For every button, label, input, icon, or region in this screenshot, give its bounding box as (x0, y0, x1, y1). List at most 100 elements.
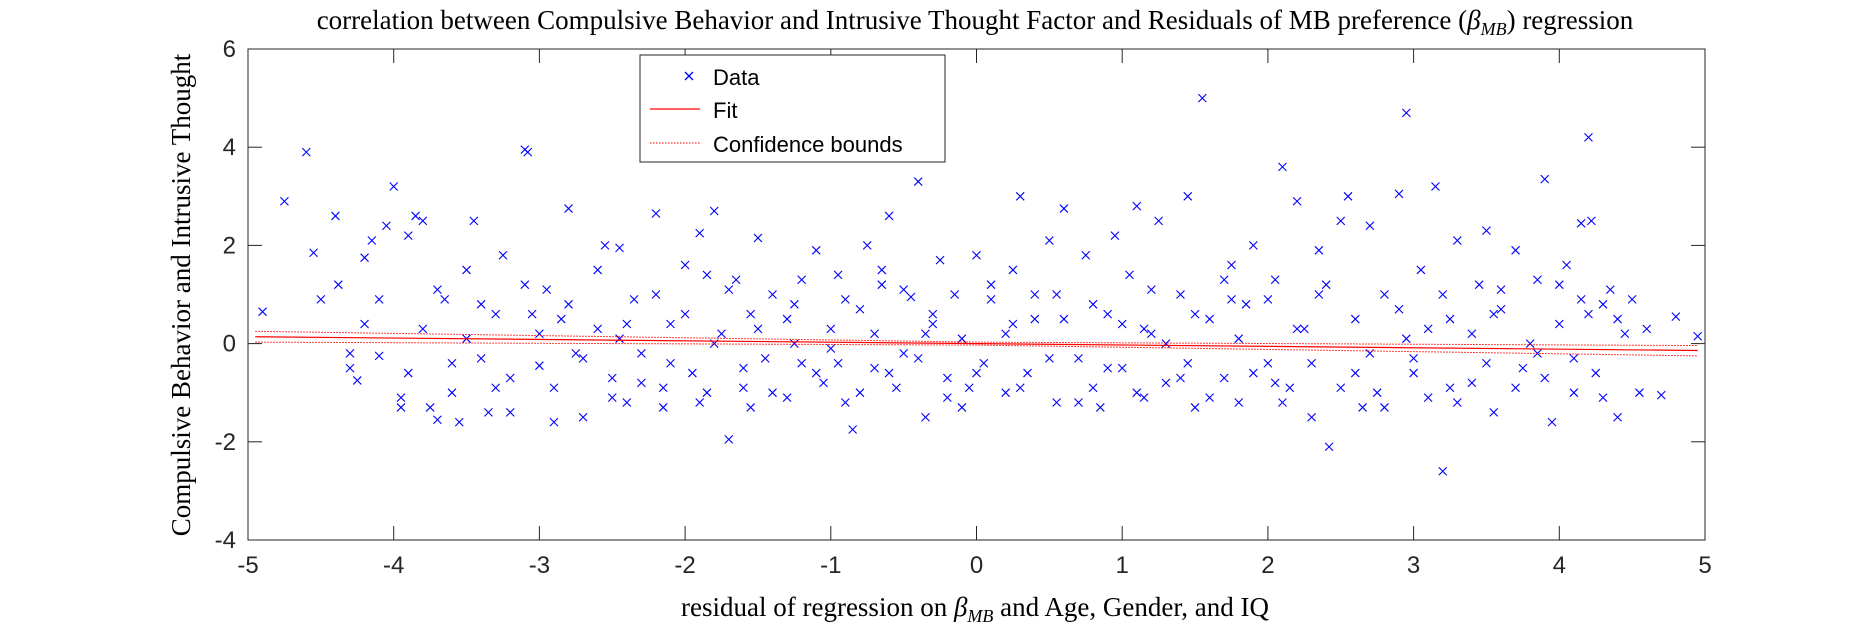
data-point (826, 344, 836, 353)
data-point (1336, 216, 1346, 226)
x-tick-label: 2 (1261, 552, 1274, 579)
data-point (447, 388, 457, 398)
data-point (1474, 280, 1484, 290)
data-point (724, 285, 734, 294)
data-point (789, 299, 799, 309)
data-point (1292, 196, 1302, 206)
data-point (1059, 204, 1069, 213)
data-point (637, 378, 646, 388)
data-point (1176, 373, 1185, 383)
data-point (1518, 363, 1528, 373)
data-point (935, 255, 945, 265)
data-point (345, 349, 355, 358)
data-point (1088, 383, 1098, 393)
data-point (1001, 329, 1011, 339)
data-point (571, 349, 581, 358)
x-tick-label: 3 (1407, 552, 1420, 579)
data-point (1445, 314, 1455, 324)
data-point (942, 373, 952, 383)
data-point (1263, 295, 1273, 304)
data-point (352, 376, 362, 385)
data-point (382, 221, 391, 231)
x-tick-label: -5 (237, 552, 258, 579)
data-point (1554, 280, 1564, 290)
chart-title-sub: MB (1480, 19, 1507, 39)
legend-label-data: Data (713, 65, 760, 90)
data-point (702, 270, 712, 280)
data-point (1489, 407, 1499, 417)
x-axis-label: residual of regression on βMB and Age, G… (681, 592, 1269, 625)
data-point (1584, 309, 1593, 319)
x-tick-label: 4 (1553, 552, 1566, 579)
data-point (760, 353, 770, 363)
data-point (928, 319, 938, 329)
data-point (1467, 378, 1477, 388)
data-point (891, 383, 901, 393)
data-point (454, 417, 464, 427)
data-point (913, 353, 923, 363)
data-point (753, 233, 763, 243)
legend: Data Fit Confidence bounds (639, 54, 946, 163)
data-point (1569, 353, 1579, 363)
data-point (1554, 319, 1564, 329)
data-point (280, 196, 289, 206)
data-point (425, 403, 435, 412)
data-point (1533, 275, 1542, 285)
data-point (1197, 93, 1207, 103)
data-point (403, 231, 413, 240)
data-point (433, 285, 442, 294)
data-point (1635, 388, 1644, 398)
data-point (680, 260, 690, 270)
data-point (1324, 442, 1334, 452)
confidence-bound-upper (255, 330, 1698, 347)
plot-marks (255, 93, 1703, 476)
data-point (1132, 201, 1142, 211)
legend-data-marker (684, 71, 694, 81)
data-point (1103, 309, 1113, 319)
data-point (797, 275, 807, 285)
data-point (309, 248, 318, 258)
data-point (862, 241, 872, 250)
data-point (1190, 309, 1200, 319)
data-point (462, 265, 471, 275)
data-point (717, 329, 726, 339)
x-tick-label: -3 (529, 552, 550, 579)
data-point (658, 383, 668, 393)
data-point (797, 358, 807, 368)
data-point (1234, 398, 1244, 407)
x-axis-label-main: residual of regression on (681, 592, 954, 622)
data-point (1095, 403, 1105, 412)
data-point (367, 236, 377, 245)
data-point (1452, 236, 1462, 245)
data-point (1183, 191, 1193, 201)
data-point (957, 403, 967, 412)
data-point (877, 280, 887, 290)
data-point (1263, 358, 1273, 368)
data-point (433, 415, 442, 425)
data-point (1008, 319, 1018, 329)
y-tick-label: -4 (215, 527, 236, 554)
data-point (1205, 314, 1215, 324)
data-point (833, 358, 843, 368)
data-point (811, 245, 821, 255)
data-point (1052, 398, 1062, 407)
data-point (535, 329, 544, 339)
data-point (1525, 339, 1535, 348)
data-point (1314, 245, 1324, 255)
data-point (564, 204, 573, 213)
data-point (1154, 216, 1164, 226)
data-point (651, 290, 661, 299)
data-point (1307, 412, 1316, 422)
data-point (979, 358, 989, 368)
data-point (687, 368, 697, 378)
data-point (877, 265, 887, 275)
data-point (593, 324, 603, 334)
data-point (316, 295, 326, 304)
data-point (1299, 324, 1309, 334)
x-axis-label-sub: MB (966, 606, 993, 625)
chart-title-tail: ) regression (1507, 5, 1634, 35)
data-point (768, 290, 777, 299)
data-point (1044, 236, 1054, 245)
data-point (702, 388, 712, 398)
